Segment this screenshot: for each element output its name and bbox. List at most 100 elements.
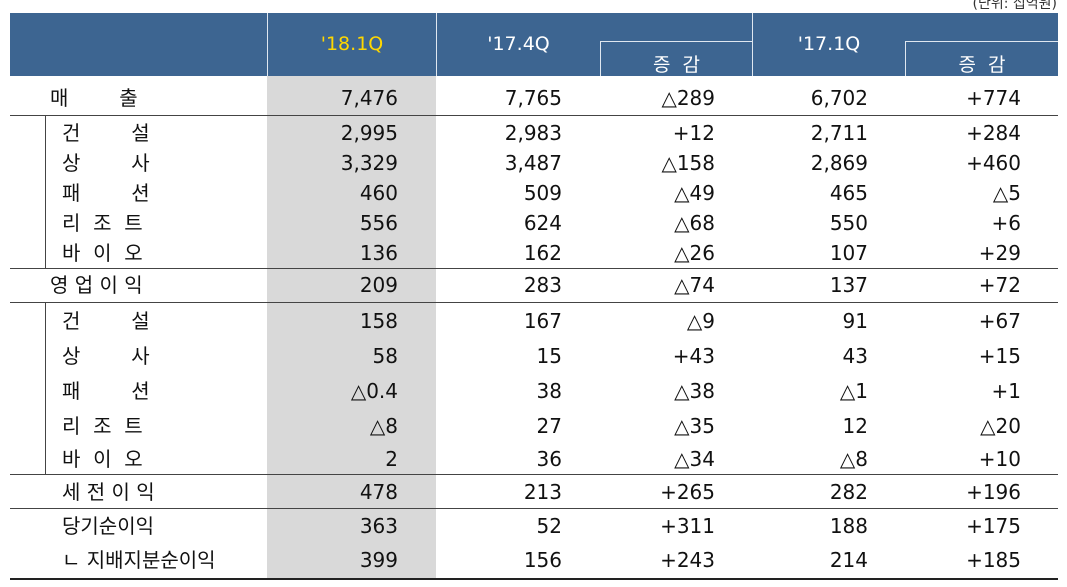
table-row: 패 션 460 509 △49 465 △5 (0, 178, 1067, 208)
cell-q3: 43 (842, 344, 868, 368)
row-label: 패 션 (62, 379, 150, 403)
group-indent-line (45, 302, 46, 474)
row-label: 매 출 (50, 86, 138, 110)
cell-q2: 38 (536, 379, 562, 403)
highlight-column (267, 76, 436, 579)
row-label: ㄴ 지배지분순이익 (62, 548, 216, 572)
cell-change1: △49 (674, 181, 715, 205)
cell-change2: +67 (978, 309, 1021, 333)
cell-q1: 58 (372, 344, 398, 368)
cell-q3: △1 (839, 379, 868, 403)
divider (10, 508, 1058, 509)
cell-q2: 156 (523, 548, 562, 572)
table-row: 바 이 오 2 36 △34 △8 +10 (0, 444, 1067, 474)
row-label: 영 업 이 익 (50, 273, 143, 297)
cell-q2: 7,765 (504, 86, 562, 110)
cell-q2: 27 (536, 414, 562, 438)
divider (10, 474, 1058, 475)
cell-change1: △35 (674, 414, 715, 438)
row-label: 상 사 (62, 344, 150, 368)
cell-q3: 137 (829, 273, 868, 297)
cell-q3: 91 (842, 309, 868, 333)
cell-change2: +196 (966, 480, 1021, 504)
cell-q2: 283 (523, 273, 562, 297)
group-indent-line (45, 115, 46, 268)
cell-change2: +10 (978, 447, 1021, 471)
cell-q3: 2,869 (810, 151, 868, 175)
cell-q1: 209 (359, 273, 398, 297)
row-label: 당기순이익 (62, 514, 154, 538)
table-row: 상 사 3,329 3,487 △158 2,869 +460 (0, 148, 1067, 178)
cell-q2: 36 (536, 447, 562, 471)
header-q1: '18.1Q (320, 33, 384, 55)
cell-q3: 6,702 (810, 86, 868, 110)
cell-change1: △74 (674, 273, 715, 297)
cell-q3: △8 (839, 447, 868, 471)
cell-q2: 624 (523, 211, 562, 235)
table-row: 건 설 2,995 2,983 +12 2,711 +284 (0, 118, 1067, 148)
cell-change1: +43 (672, 344, 715, 368)
row-label: 리 조 트 (62, 211, 143, 235)
table-row: 리 조 트 556 624 △68 550 +6 (0, 208, 1067, 238)
divider (10, 302, 1058, 303)
cell-change2: +284 (966, 121, 1021, 145)
row-label: 세 전 이 익 (62, 480, 155, 504)
cell-q2: 52 (536, 514, 562, 538)
cell-q2: 213 (523, 480, 562, 504)
cell-q1: 136 (359, 241, 398, 265)
cell-change2: +29 (978, 241, 1021, 265)
cell-q2: 167 (523, 309, 562, 333)
cell-q1: △0.4 (350, 379, 398, 403)
cell-q1: 3,329 (340, 151, 398, 175)
cell-change2: +774 (966, 86, 1021, 110)
cell-change2: △20 (980, 414, 1021, 438)
cell-change1: △34 (674, 447, 715, 471)
header-q2: '17.4Q (487, 33, 550, 55)
table-row-sales: 매 출 7,476 7,765 △289 6,702 +774 (0, 83, 1067, 113)
table-row-pretax-profit: 세 전 이 익 478 213 +265 282 +196 (0, 477, 1067, 507)
cell-change1: △38 (674, 379, 715, 403)
row-label: 건 설 (62, 121, 150, 145)
cell-q2: 509 (523, 181, 562, 205)
table-row: 건 설 158 167 △9 91 +67 (0, 306, 1067, 336)
table-row-controlling-interest: ㄴ 지배지분순이익 399 156 +243 214 +185 (0, 545, 1067, 575)
cell-q1: 7,476 (340, 86, 398, 110)
row-label: 패 션 (62, 181, 150, 205)
row-label: 리 조 트 (62, 414, 143, 438)
cell-q3: 2,711 (810, 121, 868, 145)
header-change1: 증 감 (652, 54, 701, 76)
cell-change2: +185 (966, 548, 1021, 572)
cell-q1: 2,995 (340, 121, 398, 145)
cell-change2: +15 (978, 344, 1021, 368)
cell-q3: 188 (829, 514, 868, 538)
cell-q1: 460 (359, 181, 398, 205)
cell-change1: △9 (686, 309, 715, 333)
cell-change1: △26 (674, 241, 715, 265)
cell-change2: +6 (991, 211, 1021, 235)
cell-change1: △158 (661, 151, 715, 175)
table-row: 상 사 58 15 +43 43 +15 (0, 341, 1067, 371)
cell-q3: 465 (829, 181, 868, 205)
cell-q1: 556 (359, 211, 398, 235)
cell-change2: +175 (966, 514, 1021, 538)
header-q3: '17.1Q (797, 33, 861, 55)
table-row: 바 이 오 136 162 △26 107 +29 (0, 238, 1067, 268)
cell-q3: 12 (842, 414, 868, 438)
row-label: 바 이 오 (62, 241, 143, 265)
cell-q2: 3,487 (504, 151, 562, 175)
divider (10, 115, 1058, 116)
cell-change1: +243 (660, 548, 715, 572)
table-row: 패 션 △0.4 38 △38 △1 +1 (0, 376, 1067, 406)
cell-q3: 550 (829, 211, 868, 235)
cell-change1: △68 (674, 211, 715, 235)
cell-change1: +265 (660, 480, 715, 504)
cell-q3: 107 (829, 241, 868, 265)
cell-change2: +460 (966, 151, 1021, 175)
cell-q1: 158 (359, 309, 398, 333)
cell-q3: 214 (829, 548, 868, 572)
row-label: 상 사 (62, 151, 150, 175)
cell-q1: 2 (385, 447, 398, 471)
cell-change2: △5 (992, 181, 1021, 205)
row-label: 건 설 (62, 309, 150, 333)
cell-q2: 162 (523, 241, 562, 265)
